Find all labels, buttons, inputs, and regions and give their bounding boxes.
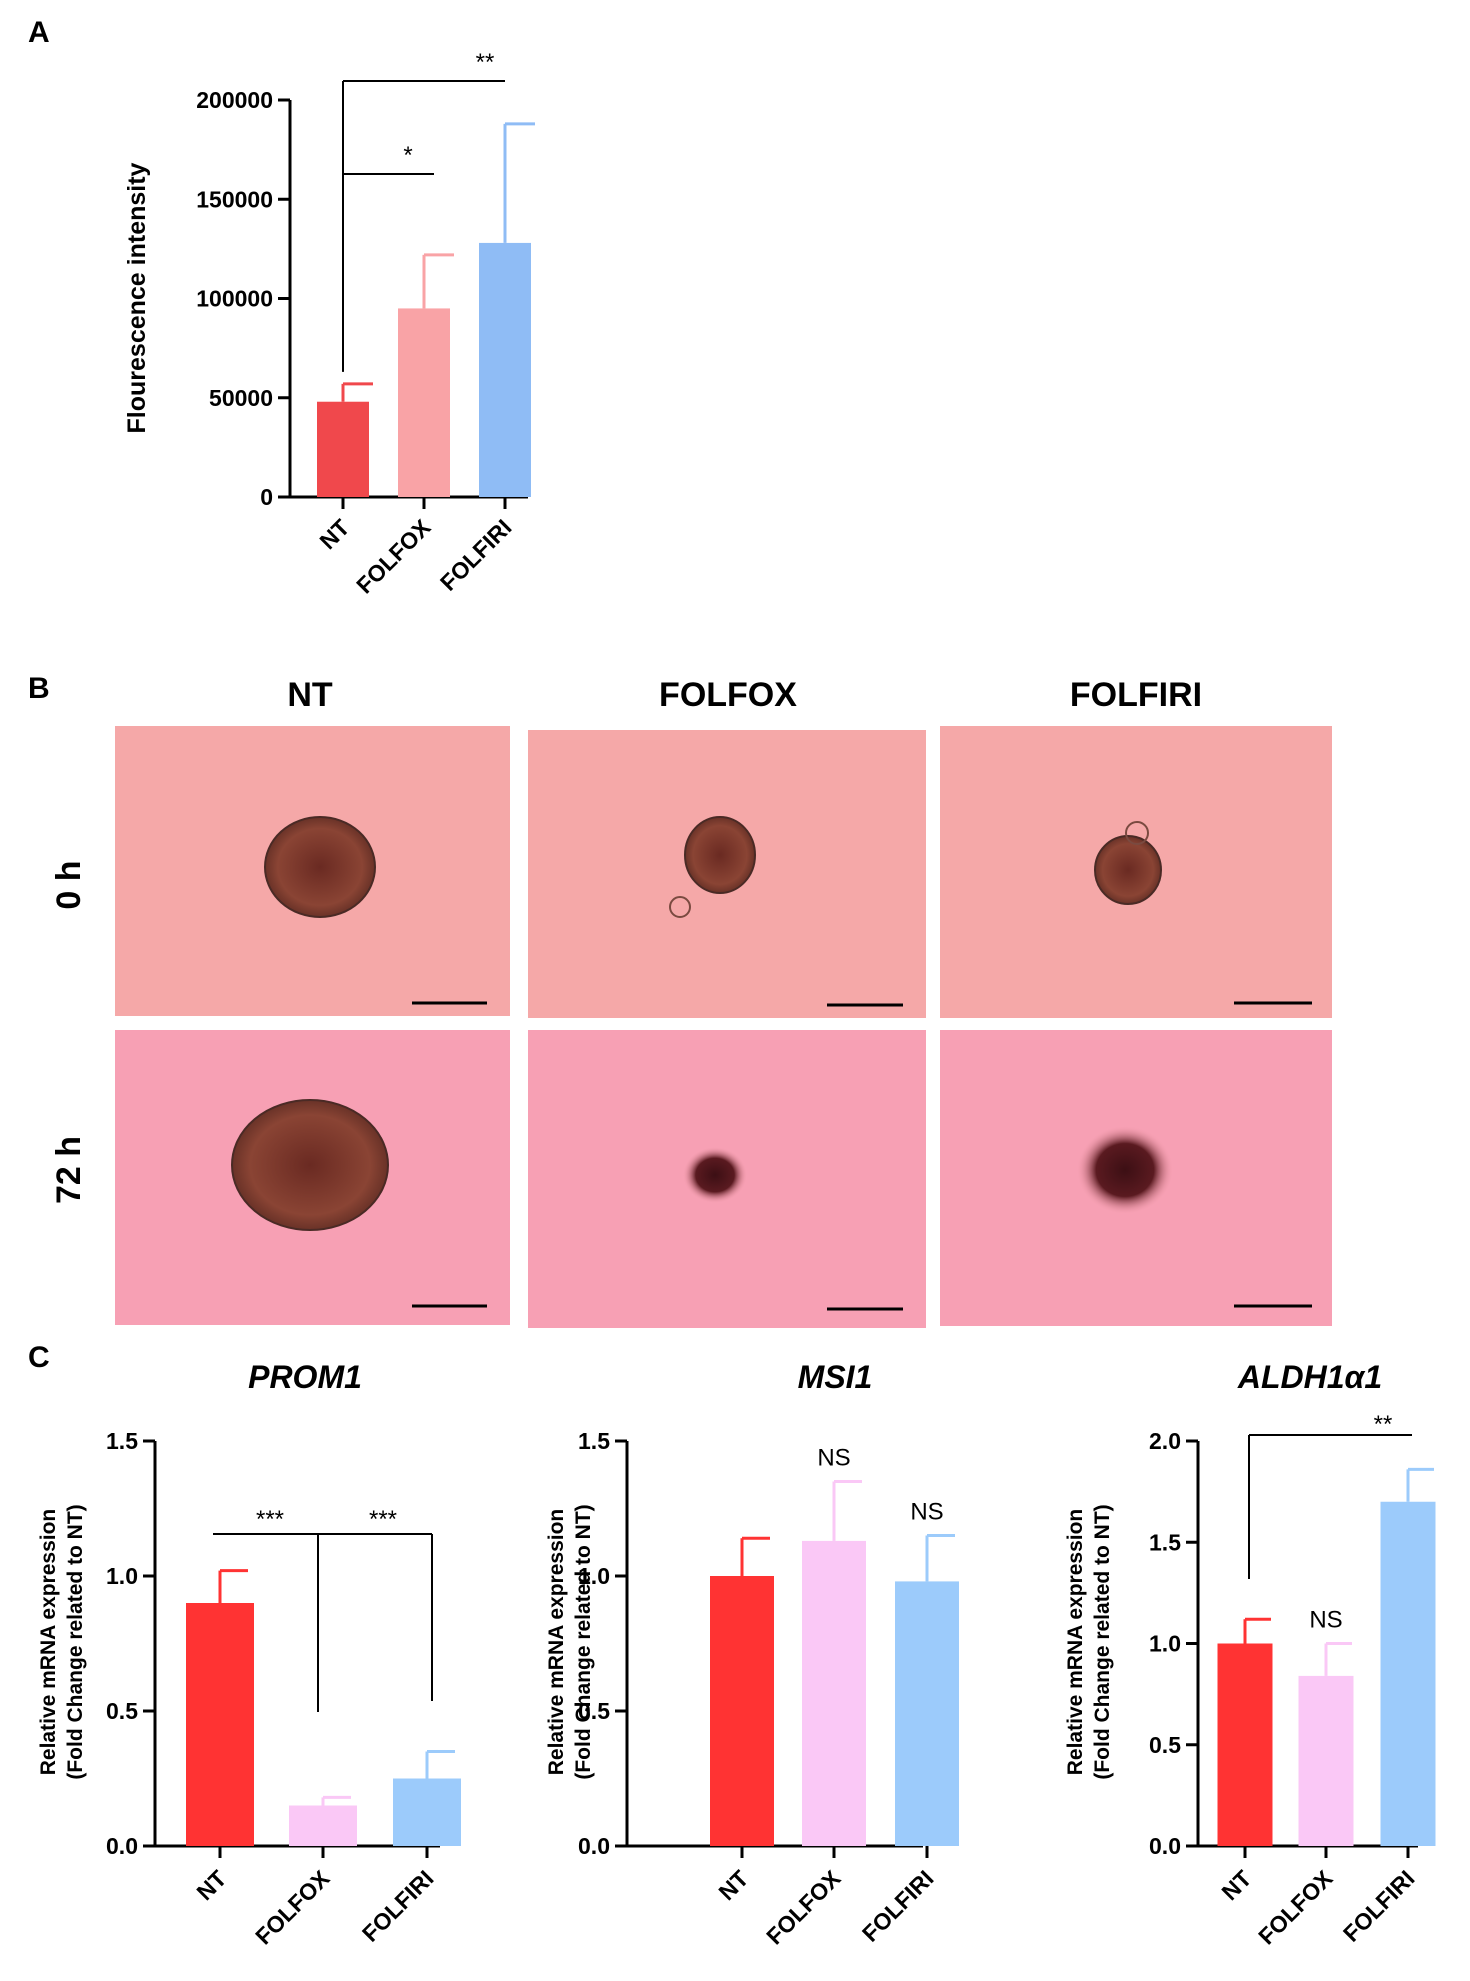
y-axis-title: (Fold Change related to NT): [1091, 1504, 1114, 1779]
bar-nt: [317, 401, 369, 497]
bar-nt: [1217, 1643, 1273, 1846]
y-tick-label: 0.0: [578, 1833, 610, 1859]
chart-msi1: MSI1 0.0 0.5 1.0 1.5 Relative mRNA expression…: [545, 1359, 959, 1949]
x-tick-label: FOLFIRI: [435, 514, 517, 596]
y-axis-title: Relative mRNA expression: [1064, 1509, 1087, 1776]
bar-folfox: [289, 1805, 357, 1846]
x-tick-label: NT: [1216, 1865, 1256, 1905]
bar-folfiri: [479, 242, 531, 497]
significance-label: *: [403, 142, 412, 169]
y-axis-title: (Fold Change related to NT): [572, 1504, 595, 1779]
bar-folfiri: [1380, 1501, 1436, 1846]
y-tick-label: 1.0: [106, 1563, 138, 1589]
y-tick-label: 0.5: [578, 1698, 610, 1724]
bar-folfox: [802, 1540, 866, 1846]
y-tick-label: 2.0: [1149, 1428, 1181, 1454]
y-axis-title: Relative mRNA expression: [37, 1509, 60, 1776]
x-tick-label: NT: [314, 514, 354, 554]
row-title-72h: 72 h: [50, 1136, 88, 1204]
x-tick-label: FOLFOX: [250, 1865, 335, 1950]
panel-letter-a: A: [28, 16, 50, 49]
bar-folfiri: [393, 1778, 461, 1846]
y-tick-label: 1.0: [1149, 1631, 1181, 1657]
y-tick-label: 50000: [209, 385, 273, 411]
y-tick-label: 0.5: [1149, 1732, 1181, 1758]
small-spheroid: [1125, 821, 1149, 845]
x-tick-label: NT: [713, 1865, 753, 1905]
spheroid: [231, 1099, 389, 1231]
bar-nt: [710, 1576, 774, 1846]
y-tick-label: 150000: [196, 186, 273, 212]
y-tick-label: 0.0: [106, 1833, 138, 1859]
ns-label: NS: [1309, 1607, 1342, 1634]
x-tick-label: FOLFOX: [1253, 1865, 1338, 1950]
col-title-folfox: FOLFOX: [659, 676, 797, 714]
micrograph-folfiri-0h: [940, 726, 1332, 1018]
x-tick-label: FOLFOX: [351, 514, 436, 599]
y-tick-label: 1.0: [578, 1563, 610, 1589]
chart-aldh1a1: ALDH1α1 0.0 0.5 1.0 1.5 2.0 Relative mRNA expr…: [1064, 1359, 1436, 1949]
ns-label: NS: [817, 1445, 850, 1472]
y-tick-label: 0: [260, 484, 273, 510]
micrograph-folfiri-72h: [940, 1030, 1332, 1326]
micrograph-nt-0h: [115, 726, 510, 1016]
spheroid: [1077, 1126, 1173, 1214]
bar-folfox: [398, 308, 450, 497]
chart-title: ALDH1α1: [1237, 1359, 1382, 1395]
spheroid: [1094, 835, 1162, 905]
y-axis-title: Flourescence intensity: [123, 162, 151, 433]
spheroid: [684, 816, 756, 894]
row-title-0h: 0 h: [50, 860, 88, 909]
y-tick-label: 100000: [196, 286, 273, 312]
chart-prom1: PROM1 0.0 0.5 1.0 1.5 Relative mRNA expressio…: [37, 1359, 461, 1949]
micrograph-folfox-72h: [528, 1030, 926, 1328]
significance-label: **: [476, 49, 495, 76]
x-tick-label: FOLFIRI: [1338, 1865, 1420, 1947]
x-tick-label: NT: [191, 1865, 231, 1905]
x-tick-label: FOLFOX: [761, 1865, 846, 1950]
bar-folfox: [1298, 1675, 1354, 1846]
panel-letter-c: C: [28, 1341, 50, 1374]
micrograph-folfox-0h: [528, 730, 926, 1018]
y-tick-label: 1.5: [106, 1428, 138, 1454]
bar-folfiri: [895, 1581, 959, 1846]
significance-label: ***: [369, 1506, 397, 1533]
significance-label: ***: [256, 1506, 284, 1533]
y-axis-title: Relative mRNA expression: [545, 1509, 568, 1776]
chart-title: MSI1: [798, 1359, 873, 1395]
col-title-nt: NT: [287, 676, 333, 714]
micrograph-nt-72h: [115, 1030, 510, 1325]
spheroid: [683, 1147, 747, 1203]
ns-label: NS: [910, 1499, 943, 1526]
x-tick-label: FOLFIRI: [857, 1865, 939, 1947]
significance-label: **: [1374, 1411, 1393, 1438]
y-tick-label: 1.5: [578, 1428, 610, 1454]
y-tick-label: 1.5: [1149, 1529, 1181, 1555]
spheroid: [264, 816, 376, 918]
col-title-folfiri: FOLFIRI: [1070, 676, 1202, 714]
chart-fluorescence: 0 50000 100000 150000 200000 Flourescence int…: [123, 49, 535, 598]
small-spheroid: [669, 896, 691, 918]
y-tick-label: 0.0: [1149, 1833, 1181, 1859]
bar-nt: [186, 1603, 254, 1846]
x-tick-label: FOLFIRI: [357, 1865, 439, 1947]
y-tick-label: 200000: [196, 87, 273, 113]
y-tick-label: 0.5: [106, 1698, 138, 1724]
y-axis-title: (Fold Change related to NT): [64, 1504, 87, 1779]
chart-title: PROM1: [248, 1359, 362, 1395]
panel-letter-b: B: [28, 672, 50, 705]
micrograph-grid: [115, 726, 1332, 1328]
